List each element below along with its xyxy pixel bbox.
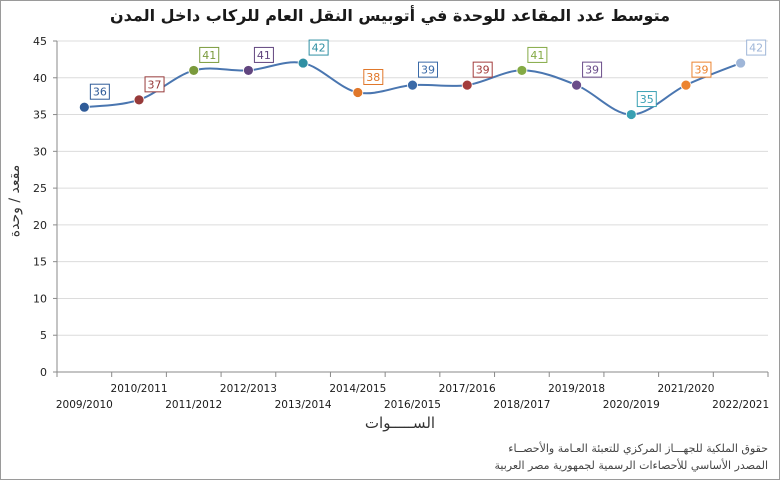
data-point [407,79,418,91]
data-point [243,65,254,76]
data-label-box [691,61,712,78]
data-label-box [746,39,767,56]
data-label: 41 [202,49,216,62]
x-tick-label: 2010/2011 [111,383,168,395]
x-tick-label: 2013/2014 [275,399,332,411]
x-tick-label: 2021/2020 [657,383,714,395]
data-point [352,87,364,98]
data-label: 39 [421,64,435,77]
y-tick-label: 30 [33,145,47,158]
x-tick-label: 2018/2017 [493,399,550,411]
y-tick-label: 5 [40,329,47,342]
data-point [133,94,145,106]
data-point [735,57,747,69]
y-tick-label: 25 [33,182,47,195]
y-tick-label: 10 [33,292,47,305]
data-point [78,101,90,113]
data-point [188,65,200,76]
data-label-box [363,68,384,85]
y-tick-label: 35 [33,109,47,122]
data-label-box [418,61,438,78]
data-label-box [253,46,274,63]
data-label-box [89,83,110,100]
copyright-note: حقوق الملكية للجهـــاز المركزي للتعبئة ا… [508,442,768,455]
data-label-box [199,46,220,63]
data-label: 39 [476,64,490,77]
source-note: المصدر الأساسي للأحصاءات الرسمية لجمهوري… [494,459,768,472]
x-tick-label: 2017/2016 [439,383,496,395]
data-label: 42 [312,42,326,55]
data-label-box [636,91,657,108]
data-label: 42 [749,42,763,55]
data-label: 39 [585,64,599,77]
y-tick-label: 20 [33,219,47,232]
y-tick-label: 15 [33,256,47,269]
x-tick-label: 2012/2013 [220,383,277,395]
data-label: 39 [694,64,708,77]
x-tick-label: 2019/2018 [548,383,605,395]
data-label: 35 [640,93,654,106]
y-tick-label: 40 [33,72,47,85]
x-tick-label: 2009/2010 [56,399,113,411]
data-label-box [472,61,493,78]
x-tick-label: 2022/2021 [712,399,769,411]
data-label-box [308,39,329,56]
data-label-box [582,61,603,78]
data-point [571,79,582,91]
data-label: 36 [93,86,107,99]
data-label-box [144,76,165,93]
data-point [625,109,637,120]
chart-title: متوسط عدد المقاعد للوحدة في أتوبيس النقل… [109,6,671,25]
y-tick-label: 0 [40,366,47,379]
data-point [297,57,309,69]
data-label: 41 [257,49,271,62]
data-point [461,79,473,91]
y-tick-label: 45 [33,35,47,48]
x-tick-label: 2016/2015 [384,399,441,411]
data-label: 37 [148,78,162,91]
data-point [516,65,528,76]
x-axis-label: الســـــوات [364,414,436,432]
x-tick-label: 2020/2019 [603,399,660,411]
y-axis-label: مقعد / وحدة [7,164,23,238]
x-tick-label: 2014/2015 [329,383,386,395]
data-label-box [527,46,548,63]
x-tick-label: 2011/2012 [165,399,222,411]
data-point [680,79,692,91]
data-label: 41 [530,49,544,62]
data-label: 38 [366,71,380,84]
